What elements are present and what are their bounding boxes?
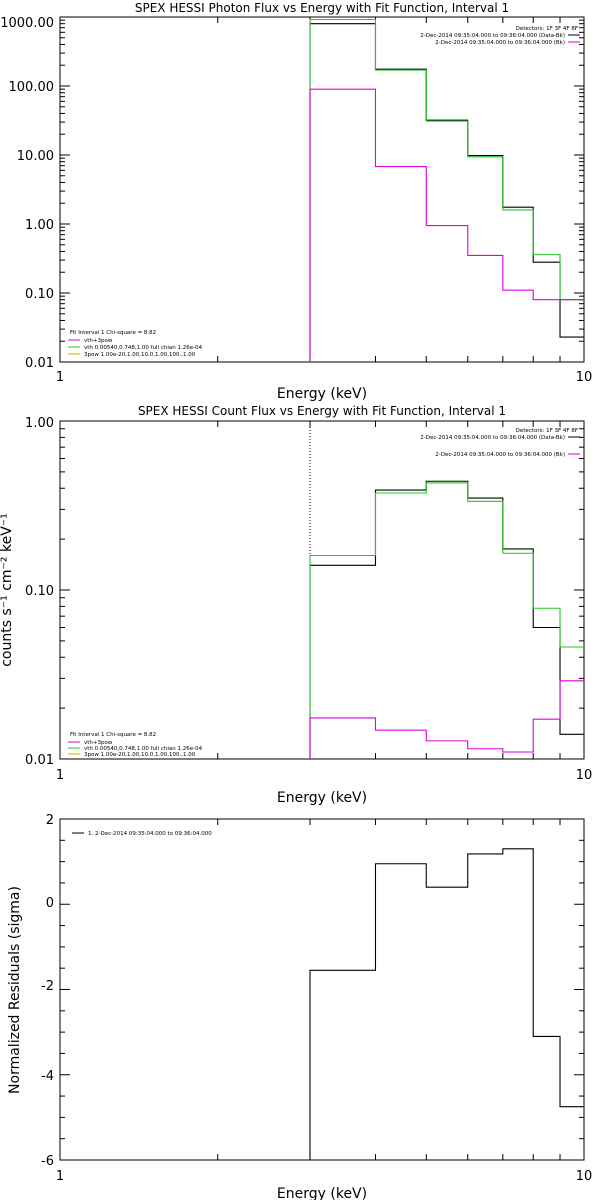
count-flux-series-data-bk xyxy=(309,480,584,759)
residuals-y-tick-label: -2 xyxy=(41,979,54,994)
photon-flux-title: SPEX HESSI Photon Flux vs Energy with Fi… xyxy=(135,1,509,15)
photon-flux-fit-model: vth+3pow xyxy=(84,338,113,344)
photon-flux-detectors-label: Detectors: 1F 3F 4F 8F xyxy=(516,26,578,32)
residuals-series-group xyxy=(309,848,584,1160)
residuals-x-tick-label: 1 xyxy=(56,1169,64,1184)
photon-flux-frame xyxy=(59,16,585,363)
residuals-y-tick-label: 0 xyxy=(46,896,54,911)
count-flux-series-vth-3pow xyxy=(309,482,584,759)
residuals-y-ticks xyxy=(60,818,584,1161)
count-flux-interval-data-bk: 2-Dec-2014 09:35:04.000 to 09:36:04.000 … xyxy=(420,435,565,441)
photon-flux-fit-3pow: 3pow 1.00e-20,1.00,10.0,1.00,100.,1.00 xyxy=(84,352,196,358)
photon-flux-interval-bk: 2-Dec-2014 09:35:04.000 to 09:36:04.000 … xyxy=(435,40,565,46)
residuals-x-axis-label: Energy (keV) xyxy=(277,1186,367,1200)
photon-flux-fit-vth: vth 0.00540,0.748,1.00 full chian 1.26e-… xyxy=(84,345,203,351)
photon-flux-fit-info: Fit Interval 1 Chi-square = 8.82 xyxy=(70,330,156,336)
photon-flux-y-tick-label: 0.10 xyxy=(25,287,54,302)
count-flux-y-tick-label: 0.01 xyxy=(25,753,54,768)
photon-flux-series-data-bk xyxy=(309,23,584,362)
photon-flux-x-tick-label: 1 xyxy=(56,370,64,385)
photon-flux-series-vth-3pow xyxy=(309,18,584,362)
photon-flux-panel: SPEX HESSI Photon Flux vs Energy with Fi… xyxy=(0,1,592,402)
count-flux-y-axis-label: counts s⁻¹ cm⁻² keV⁻¹ xyxy=(0,513,15,667)
residuals-y-tick-label: 2 xyxy=(46,813,54,828)
photon-flux-y-ticks xyxy=(60,16,584,363)
photon-flux-interval-data-bk: 2-Dec-2014 09:35:04.000 to 09:36:04.000 … xyxy=(420,33,565,39)
photon-flux-y-tick-label: 100.00 xyxy=(9,80,55,95)
count-flux-series-group xyxy=(309,480,584,759)
count-flux-x-axis-label: Energy (keV) xyxy=(277,790,367,806)
photon-flux-y-tick-label: 1000.00 xyxy=(0,16,54,31)
photon-flux-y-tick-label: 10.00 xyxy=(17,149,54,164)
count-flux-y-tick-label: 0.10 xyxy=(25,584,54,599)
count-flux-panel: SPEX HESSI Count Flux vs Energy with Fit… xyxy=(0,404,592,806)
photon-flux-x-ticks xyxy=(217,17,561,362)
count-flux-detectors-label: Detectors: 1F 3F 4F 8F xyxy=(516,428,578,434)
residuals-panel: 1 10 -6 -4 -2 0 2 Energy (keV) Normalize… xyxy=(7,813,592,1200)
residuals-series-1-2-dec-2014-09-35-04-000-to-09-36-04-000 xyxy=(309,848,584,1160)
count-flux-y-tick-label: 1.00 xyxy=(25,416,54,431)
photon-flux-y-tick-label: 0.01 xyxy=(25,356,54,371)
count-flux-x-ticks xyxy=(217,421,561,759)
residuals-y-tick-label: -6 xyxy=(41,1154,54,1169)
photon-flux-series-group xyxy=(309,18,584,362)
residuals-x-ticks xyxy=(217,819,561,1160)
count-flux-frame xyxy=(59,420,585,760)
count-flux-fit-3pow: 3pow 1.00e-20,1.00,10.0,1.00,100.,1.00 xyxy=(84,752,196,758)
residuals-legend-label: 1. 2-Dec-2014 09:35:04.000 to 09:36:04.0… xyxy=(88,831,212,837)
residuals-x-tick-label: 10 xyxy=(576,1169,593,1184)
count-flux-fit-model: vth+3pow xyxy=(84,740,113,746)
count-flux-fit-info: Fit Interval 1 Chi-square = 8.82 xyxy=(70,732,156,738)
photon-flux-x-tick-label: 10 xyxy=(576,370,593,385)
count-flux-x-tick-label: 1 xyxy=(56,768,64,783)
count-flux-series-bk xyxy=(309,680,584,759)
count-flux-fit-vth: vth 0.00540,0.748,1.00 full chian 1.26e-… xyxy=(84,746,203,752)
photon-flux-y-tick-label: 1.00 xyxy=(25,218,54,233)
photon-flux-series-bk xyxy=(309,88,584,362)
residuals-y-axis-label: Normalized Residuals (sigma) xyxy=(7,886,23,1094)
residuals-frame xyxy=(59,818,585,1161)
photon-flux-x-axis-label: Energy (keV) xyxy=(277,386,367,402)
count-flux-x-tick-label: 10 xyxy=(576,768,593,783)
count-flux-y-ticks xyxy=(60,420,584,760)
residuals-y-tick-label: -4 xyxy=(41,1069,54,1084)
count-flux-title: SPEX HESSI Count Flux vs Energy with Fit… xyxy=(138,404,506,418)
count-flux-interval-bk: 2-Dec-2014 09:35:04.000 to 09:36:04.000 … xyxy=(435,452,565,458)
